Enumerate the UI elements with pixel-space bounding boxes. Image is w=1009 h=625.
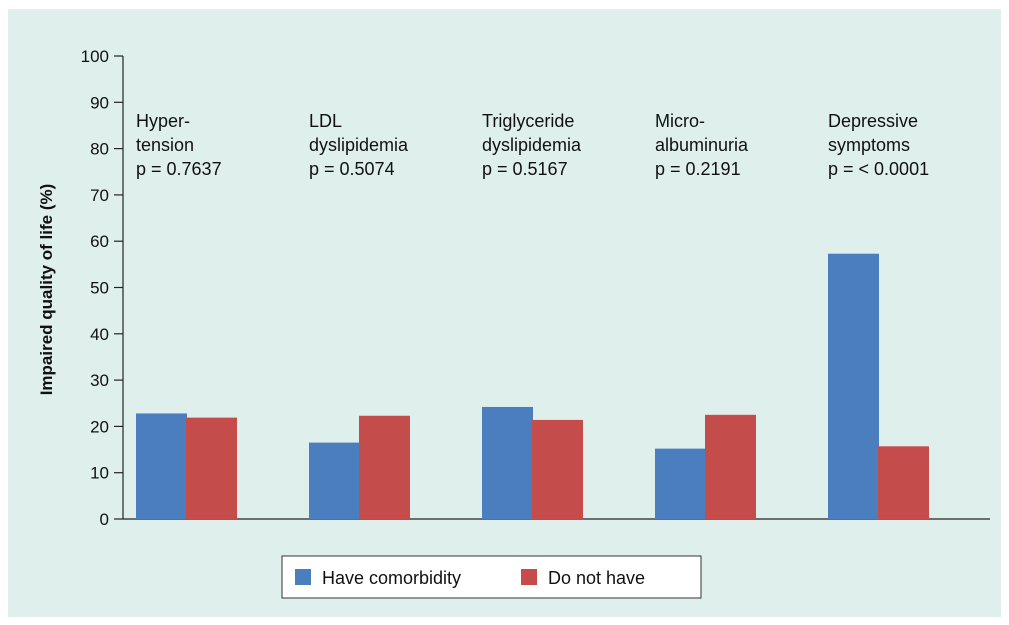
category-annotation: Hyper-	[136, 111, 190, 131]
bar-donot-2	[532, 419, 583, 519]
bar-donot-1	[359, 415, 410, 519]
category-annotation: tension	[136, 135, 194, 155]
category-annotation: symptoms	[828, 135, 910, 155]
y-tick-label: 100	[81, 47, 109, 66]
category-annotation: p = 0.7637	[136, 159, 222, 179]
bar-have-0	[136, 413, 187, 519]
y-tick-label: 60	[90, 232, 109, 251]
category-annotation: dyslipidemia	[482, 135, 582, 155]
y-tick-label: 80	[90, 140, 109, 159]
legend-label: Have comorbidity	[322, 568, 461, 588]
y-tick-label: 10	[90, 464, 109, 483]
y-tick-label: 40	[90, 325, 109, 344]
y-tick-label: 0	[100, 510, 109, 529]
category-annotation: p = 0.2191	[655, 159, 741, 179]
y-tick-label: 20	[90, 417, 109, 436]
y-axis-title: Impaired quality of life (%)	[37, 184, 56, 396]
category-annotation: p = 0.5074	[309, 159, 395, 179]
legend-label: Do not have	[548, 568, 645, 588]
category-annotation: p = < 0.0001	[828, 159, 929, 179]
y-tick-label: 30	[90, 371, 109, 390]
y-tick-label: 50	[90, 279, 109, 298]
category-annotation: Depressive	[828, 111, 918, 131]
bar-have-1	[309, 442, 360, 519]
bar-have-4	[828, 253, 879, 520]
y-tick-label: 90	[90, 93, 109, 112]
category-annotation: p = 0.5167	[482, 159, 568, 179]
bar-donot-0	[186, 417, 237, 519]
bar-donot-3	[705, 414, 756, 519]
category-annotation: albuminuria	[655, 135, 749, 155]
category-annotation: dyslipidemia	[309, 135, 409, 155]
bar-donot-4	[878, 446, 929, 519]
legend-swatch	[295, 569, 311, 585]
category-annotation: Micro-	[655, 111, 705, 131]
category-annotation: Triglyceride	[482, 111, 574, 131]
y-tick-label: 70	[90, 186, 109, 205]
bar-have-2	[482, 406, 533, 519]
category-annotation: LDL	[309, 111, 342, 131]
legend-box	[281, 555, 702, 599]
bar-have-3	[655, 448, 706, 519]
legend-swatch	[521, 569, 537, 585]
